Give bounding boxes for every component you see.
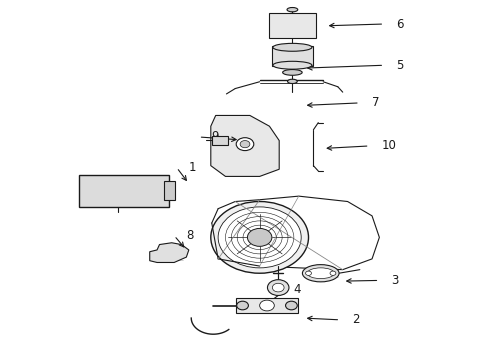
Circle shape [260, 300, 274, 311]
FancyBboxPatch shape [270, 13, 316, 39]
FancyBboxPatch shape [79, 175, 169, 207]
Circle shape [247, 228, 272, 246]
Circle shape [211, 202, 309, 273]
Circle shape [218, 207, 301, 268]
Circle shape [306, 271, 312, 275]
Circle shape [272, 283, 284, 292]
Text: 9: 9 [211, 130, 219, 144]
Text: 1: 1 [189, 161, 196, 174]
FancyBboxPatch shape [272, 46, 313, 66]
Ellipse shape [273, 61, 312, 69]
Polygon shape [211, 116, 279, 176]
Text: 8: 8 [186, 229, 194, 242]
Circle shape [240, 140, 250, 148]
FancyBboxPatch shape [212, 135, 228, 145]
Text: 3: 3 [392, 274, 399, 287]
Circle shape [236, 138, 254, 150]
Ellipse shape [288, 79, 297, 84]
Ellipse shape [302, 265, 339, 282]
Ellipse shape [283, 69, 302, 75]
Circle shape [268, 280, 289, 296]
Ellipse shape [307, 268, 334, 279]
Text: 2: 2 [352, 313, 360, 327]
Circle shape [237, 301, 248, 310]
FancyBboxPatch shape [236, 298, 298, 313]
Text: 5: 5 [396, 59, 404, 72]
Polygon shape [150, 243, 189, 262]
Text: 4: 4 [294, 283, 301, 296]
FancyBboxPatch shape [164, 181, 175, 201]
Circle shape [330, 271, 336, 275]
Text: 7: 7 [372, 96, 380, 109]
Text: 6: 6 [396, 18, 404, 31]
Text: 10: 10 [382, 139, 397, 152]
Ellipse shape [287, 8, 298, 12]
Ellipse shape [273, 43, 312, 51]
Circle shape [286, 301, 297, 310]
